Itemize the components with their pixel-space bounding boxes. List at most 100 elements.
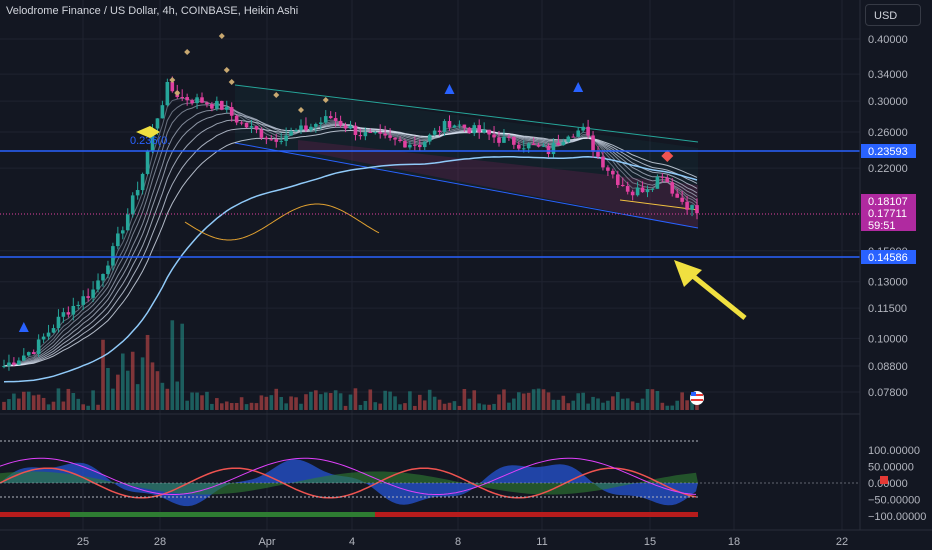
candle-body [309, 126, 313, 131]
candle-body [294, 130, 298, 132]
volume-bar [521, 393, 526, 410]
volume-bar [61, 401, 66, 410]
candle-body [497, 137, 501, 143]
candle-body [26, 352, 31, 356]
fib-label: 0.236(0. [130, 135, 170, 147]
signal-diamond [218, 33, 225, 39]
candle-body [234, 115, 239, 123]
volume-bar [467, 398, 472, 410]
volume-bar [299, 403, 303, 410]
symbol-title: Velodrome Finance / US Dollar, 4h, COINB… [6, 5, 299, 17]
candle-body [343, 125, 348, 129]
price-tick-label: 0.10000 [868, 333, 908, 345]
volume-bar [135, 384, 140, 410]
osc-tick-label: −50.00000 [868, 495, 920, 507]
us-flag-icon[interactable] [690, 391, 704, 405]
currency-button[interactable]: USD [865, 4, 921, 26]
candle-body [215, 100, 219, 109]
volume-bar [447, 402, 452, 410]
volume-bar [2, 401, 6, 410]
volume-bar [249, 402, 254, 410]
candle-body [259, 129, 264, 138]
candle-body [210, 104, 214, 109]
candle-body [289, 131, 293, 136]
candle-body [650, 188, 655, 190]
volume-bar [586, 403, 590, 410]
volume-bar [531, 389, 536, 410]
grid-lines [0, 0, 860, 530]
candle-body [170, 82, 175, 92]
volume-bar [556, 399, 561, 410]
level-tag-lower: 0.14586 [861, 250, 916, 264]
volume-bar [611, 396, 615, 410]
time-tick-label: 11 [536, 536, 547, 548]
svg-text:0.18107: 0.18107 [868, 196, 908, 208]
volume-bar [660, 402, 665, 410]
candle-body [220, 100, 224, 110]
volume-bar [304, 394, 308, 410]
volume-bar [398, 404, 402, 410]
oscillator-axis[interactable]: 100.0000050.000000.00000−50.00000−100.00… [868, 445, 926, 523]
candle-body [536, 144, 541, 147]
candle-body [244, 122, 249, 128]
volume-bar [101, 339, 105, 410]
price-tick-label: 0.11500 [868, 303, 907, 315]
candle-body [492, 134, 496, 138]
price-axis-background [860, 0, 932, 530]
candle-body [502, 136, 506, 143]
volume-bar [121, 353, 125, 410]
candle-body [611, 170, 615, 175]
price-axis[interactable]: 0.400000.340000.300000.260000.220000.150… [868, 34, 908, 399]
candle-body [180, 97, 184, 99]
osc-tag [880, 476, 888, 484]
candle-body [96, 280, 100, 290]
volume-bar [323, 392, 328, 410]
candle-body [299, 125, 303, 131]
candle-body [165, 82, 170, 106]
volume-bar [576, 393, 580, 410]
volume-bar [566, 403, 571, 410]
volume-bar [309, 391, 313, 410]
volume-bar [462, 388, 467, 410]
price-tick-label: 0.22000 [868, 163, 908, 175]
slow-ma-line [3, 155, 698, 383]
yellow-arrow[interactable] [674, 260, 747, 320]
candle-body [125, 214, 130, 231]
volume-bar [333, 390, 338, 410]
volume-bar [482, 404, 486, 410]
candle-body [140, 173, 145, 191]
volume-bar [220, 403, 224, 410]
channel-lower-line [234, 142, 699, 229]
volume-bar [591, 396, 595, 410]
volume-bar [616, 391, 620, 410]
candle-body [581, 126, 585, 131]
volume-bar [7, 399, 11, 410]
candle-body [690, 205, 694, 210]
candle-body [121, 230, 125, 234]
candle-body [551, 142, 556, 155]
channel-bottom-line [619, 199, 699, 211]
volume-bar [274, 388, 279, 410]
volume-bar [328, 393, 333, 410]
candle-body [86, 296, 90, 298]
candle-body [338, 120, 343, 126]
candle-body [333, 118, 338, 121]
oscillator-panel [0, 457, 860, 507]
candle-body [195, 97, 199, 104]
candle-body [111, 246, 115, 266]
candle-body [249, 126, 254, 128]
candle-body [442, 121, 447, 133]
volume-bar [606, 400, 610, 410]
candle-body [591, 135, 595, 152]
time-axis[interactable]: 25 28 Apr 4 8 11 15 18 22 [77, 536, 848, 548]
cycle-wave [184, 203, 380, 241]
candle-body [521, 148, 526, 150]
price-tick-label: 0.30000 [868, 96, 908, 108]
candle-body [620, 184, 625, 187]
volume-bar [645, 389, 650, 410]
volume-bar [526, 392, 531, 410]
volume-bar [264, 396, 269, 410]
osc-tick-label: 50.00000 [868, 462, 914, 474]
volume-bar [200, 395, 204, 410]
